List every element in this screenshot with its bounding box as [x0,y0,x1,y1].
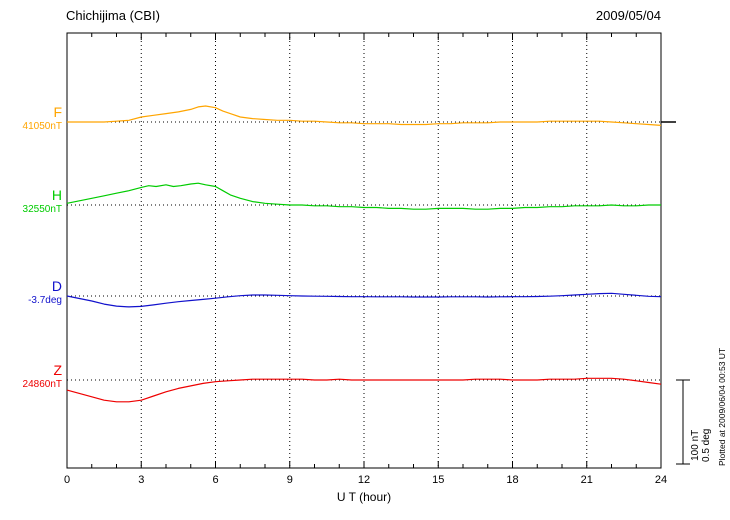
series-letter-H: H [51,187,62,203]
x-tick-label-18: 18 [506,474,519,486]
scale-bar-label: 100 nT 0.5 deg [690,429,712,462]
x-tick-label-21: 21 [580,474,593,486]
series-label-D: D -3.7deg [28,278,62,307]
plotted-at-note: Plotted at 2009/06/04 00:53 UT [717,347,727,466]
trace-H [66,182,661,210]
series-baseline-value-F: 41050nT [22,121,62,132]
x-tick-label-6: 6 [212,474,219,486]
trace-F [67,105,662,126]
series-label-H: H 32550nT [23,187,62,216]
x-tick-label-12: 12 [357,474,371,486]
plot-date: 2009/05/04 [595,8,661,23]
scale-bar-label-deg: 0.5 deg [701,428,712,462]
x-tick-label-3: 3 [138,474,145,486]
trace-Z [66,377,662,403]
series-baseline-value-Z: 24860nT [22,379,62,390]
series-letter-Z: Z [53,362,62,378]
series-label-F: F 41050nT [23,104,62,133]
station-title: Chichijima (CBI) [66,8,160,23]
plot-frame [66,32,662,469]
series-letter-F: F [53,104,62,120]
x-tick-label-9: 9 [286,474,293,486]
x-tick-label-24: 24 [654,474,668,486]
series-label-Z: Z 24860nT [23,362,62,391]
series-letter-D: D [51,278,62,294]
trace-D [66,292,662,308]
series-baseline-value-H: 32550nT [22,204,62,215]
scale-bar-label-nt: 100 nT [690,429,701,461]
x-axis-label: U T (hour) [336,490,392,504]
series-baseline-value-D: -3.7deg [28,295,62,306]
x-tick-label-0: 0 [63,474,71,486]
x-tick-label-15: 15 [432,474,445,486]
